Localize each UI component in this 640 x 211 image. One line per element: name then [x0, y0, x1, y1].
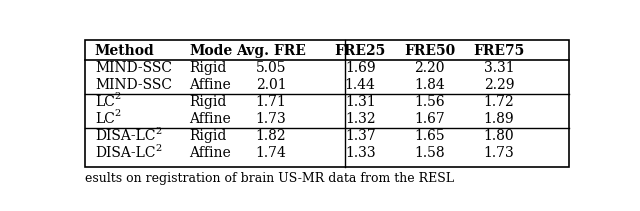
Text: 2: 2	[156, 143, 162, 153]
Text: 2: 2	[156, 127, 162, 135]
Text: 1.44: 1.44	[345, 78, 376, 92]
Text: LC: LC	[95, 112, 115, 126]
Text: 2.01: 2.01	[255, 78, 286, 92]
Text: DISA-LC: DISA-LC	[95, 146, 156, 160]
Text: 1.67: 1.67	[414, 112, 445, 126]
Text: 1.58: 1.58	[414, 146, 445, 160]
Text: 1.84: 1.84	[414, 78, 445, 92]
Text: 1.80: 1.80	[484, 129, 515, 143]
Text: 1.33: 1.33	[345, 146, 376, 160]
Text: 1.56: 1.56	[414, 95, 445, 109]
Text: Affine: Affine	[189, 78, 231, 92]
Text: esults on registration of brain US-MR data from the RESL: esults on registration of brain US-MR da…	[85, 172, 454, 185]
Text: Avg. FRE: Avg. FRE	[236, 43, 306, 58]
Text: 1.74: 1.74	[255, 146, 286, 160]
Text: FRE50: FRE50	[404, 43, 455, 58]
Text: MIND-SSC: MIND-SSC	[95, 61, 172, 74]
Text: DISA-LC: DISA-LC	[95, 129, 156, 143]
Text: 1.71: 1.71	[255, 95, 286, 109]
Text: 1.69: 1.69	[345, 61, 376, 74]
Text: Affine: Affine	[189, 146, 231, 160]
Text: Rigid: Rigid	[189, 61, 227, 74]
Text: 3.31: 3.31	[484, 61, 515, 74]
Text: 5.05: 5.05	[256, 61, 286, 74]
Text: MIND-SSC: MIND-SSC	[95, 78, 172, 92]
Text: FRE75: FRE75	[474, 43, 525, 58]
Text: 2: 2	[115, 110, 121, 118]
Text: FRE25: FRE25	[335, 43, 386, 58]
Text: 1.31: 1.31	[345, 95, 376, 109]
Text: 1.73: 1.73	[255, 112, 286, 126]
Text: 1.73: 1.73	[484, 146, 515, 160]
Text: Method: Method	[95, 43, 155, 58]
Text: Rigid: Rigid	[189, 95, 227, 109]
Text: 1.65: 1.65	[414, 129, 445, 143]
Text: Affine: Affine	[189, 112, 231, 126]
Text: 2: 2	[115, 92, 121, 101]
Text: 2.20: 2.20	[415, 61, 445, 74]
Text: 1.72: 1.72	[484, 95, 515, 109]
Text: Mode: Mode	[189, 43, 232, 58]
Text: LC: LC	[95, 95, 115, 109]
Text: 1.37: 1.37	[345, 129, 376, 143]
Text: 1.32: 1.32	[345, 112, 376, 126]
Text: Rigid: Rigid	[189, 129, 227, 143]
Text: 1.89: 1.89	[484, 112, 515, 126]
Text: 1.82: 1.82	[255, 129, 286, 143]
Text: 2.29: 2.29	[484, 78, 515, 92]
